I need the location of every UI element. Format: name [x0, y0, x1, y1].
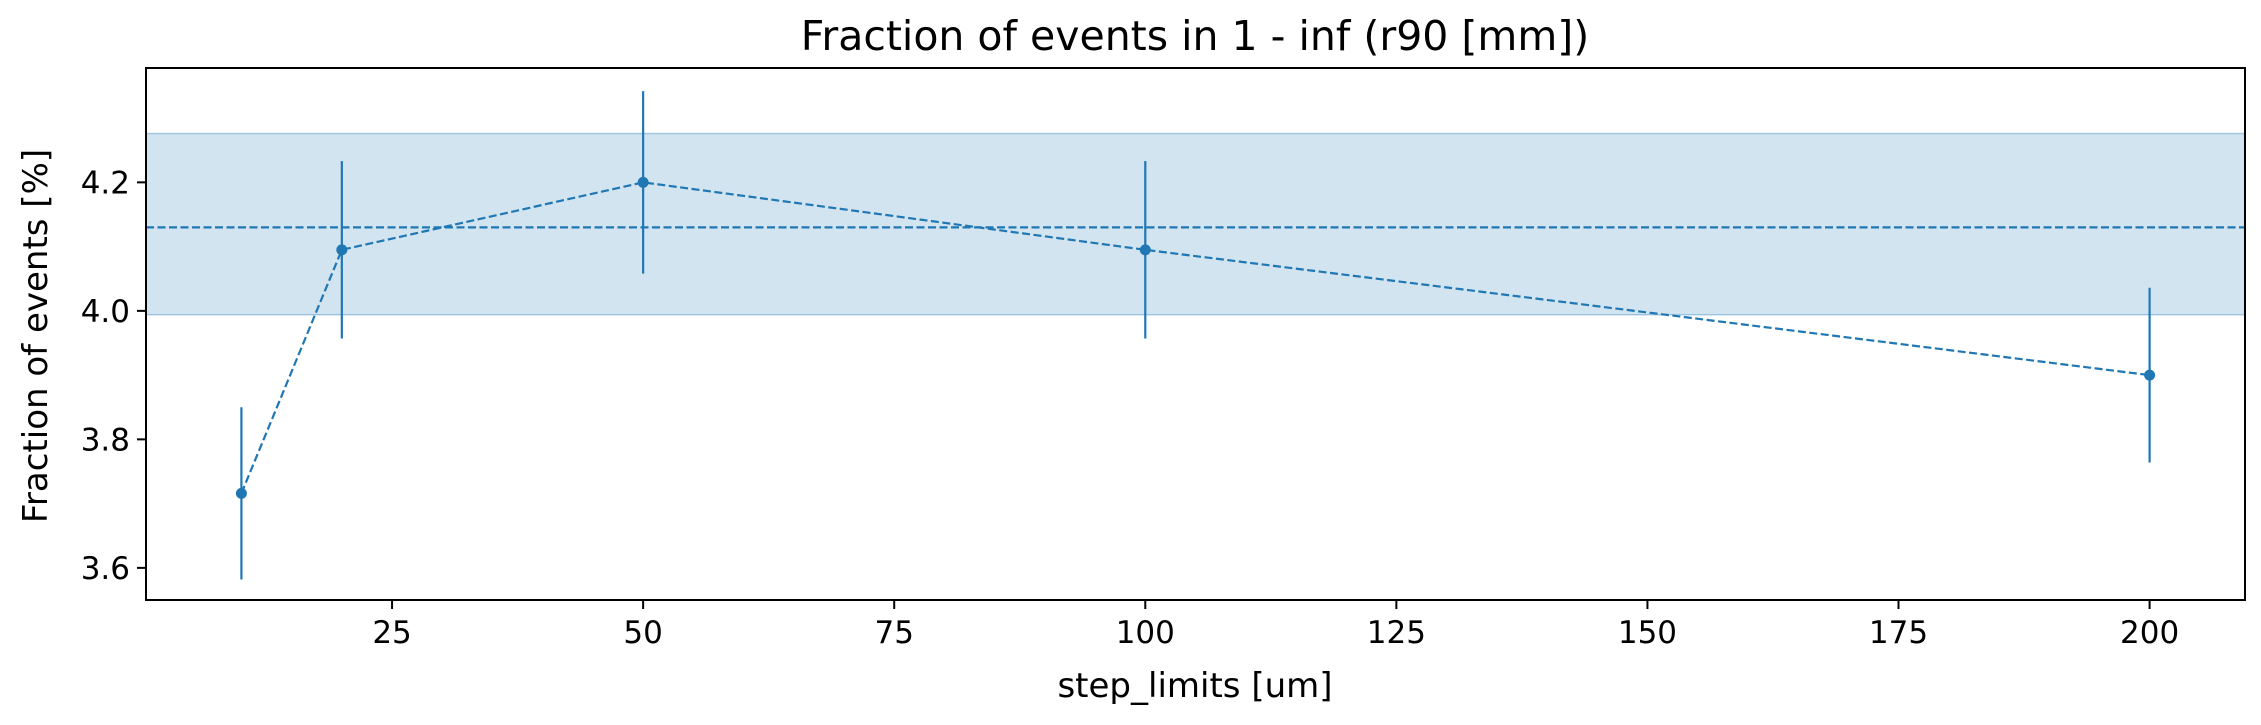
x-tick-label: 175: [1869, 615, 1928, 651]
plot-frame: [145, 67, 2246, 601]
y-tick-label: 3.6: [81, 551, 130, 587]
data-point: [1139, 244, 1151, 256]
data-point: [2144, 369, 2156, 381]
series-line: [240, 181, 2150, 494]
x-tick-label: 100: [1116, 615, 1175, 651]
data-point: [336, 244, 348, 256]
ticks-layer: 25 50 75 100 125 150 175 200 3.6 3.8 4.0 4.2: [81, 165, 2179, 651]
y-axis-label: Fraction of events [%]: [16, 149, 56, 523]
chart-title: Fraction of events in 1 - inf (r90 [mm]): [801, 12, 1590, 60]
x-axis-label: step_limits [um]: [1057, 666, 1332, 706]
data-point: [637, 176, 649, 188]
series-layer: [235, 91, 2156, 580]
x-tick-label: 200: [2120, 615, 2179, 651]
y-tick-label: 4.2: [81, 165, 130, 201]
x-tick-label: 75: [874, 615, 913, 651]
data-point: [235, 487, 247, 499]
y-tick-label: 4.0: [81, 294, 130, 330]
axes-layer: [145, 67, 2246, 601]
reference-band: [145, 132, 2246, 316]
x-tick-label: 150: [1618, 615, 1677, 651]
y-tick-label: 3.8: [81, 422, 130, 458]
x-tick-label: 125: [1367, 615, 1426, 651]
x-tick-label: 50: [623, 615, 662, 651]
x-tick-label: 25: [372, 615, 411, 651]
reference-band-layer: [145, 132, 2246, 316]
